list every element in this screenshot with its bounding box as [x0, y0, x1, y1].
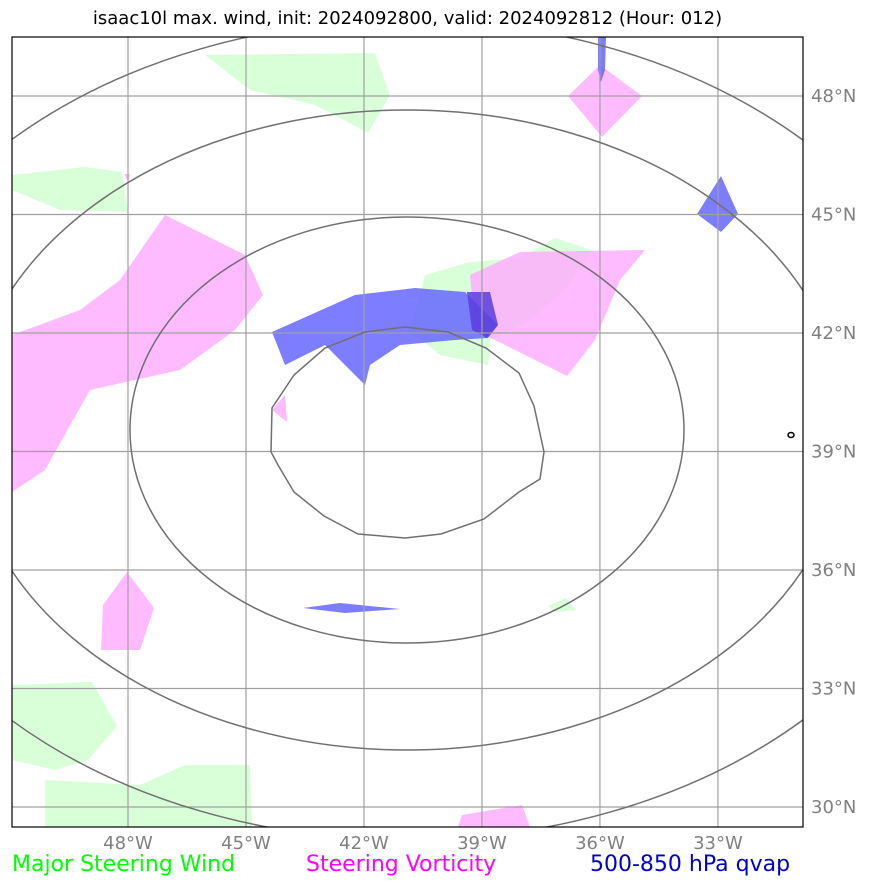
legend-wind: Major Steering Wind [12, 852, 236, 877]
steering-wind-regions [12, 53, 592, 827]
longitude-label: 42°W [339, 833, 389, 854]
graticule [12, 37, 803, 827]
latitude-label: 36°N [811, 560, 856, 581]
range-rings [12, 37, 803, 827]
range-ring-4 [12, 37, 803, 827]
island-outline [787, 431, 795, 439]
plot-area [12, 37, 803, 827]
latitude-label: 45°N [811, 205, 856, 226]
latitude-label: 33°N [811, 679, 856, 700]
plot-frame [11, 36, 804, 828]
range-ring-1 [270, 326, 545, 539]
legend-vorticity: Steering Vorticity [306, 852, 497, 877]
latitude-label: 42°N [811, 323, 856, 344]
latitude-label: 48°N [811, 86, 856, 107]
vorticity-region-tiny [124, 174, 130, 182]
map-title: isaac10l max. wind, init: 2024092800, va… [92, 8, 723, 29]
longitude-label: 36°W [575, 833, 625, 854]
wind-region-north [205, 53, 390, 133]
longitude-label: 33°W [693, 833, 743, 854]
range-ring-3 [12, 109, 803, 751]
wind-region-south [45, 765, 252, 827]
latitude-label: 30°N [811, 797, 856, 818]
vorticity-region-west [12, 215, 263, 492]
qvap-region-south [303, 603, 400, 613]
latitude-labels: 48°N 45°N 42°N 39°N 36°N 33°N 30°N [811, 86, 856, 818]
qvap-region-center [272, 288, 498, 385]
longitude-label: 39°W [457, 833, 507, 854]
longitude-label: 45°W [221, 833, 271, 854]
wind-region-southwest [12, 682, 117, 770]
vorticity-region-south [458, 805, 530, 827]
vorticity-region-northeast [568, 65, 642, 137]
latitude-label: 39°N [811, 442, 856, 463]
wind-region-northwest [12, 167, 128, 212]
legend-qvap: 500-850 hPa qvap [590, 852, 791, 877]
range-ring-2 [129, 216, 685, 644]
longitude-labels: 48°W 45°W 42°W 39°W 36°W 33°W [103, 833, 743, 854]
vorticity-region-center [470, 250, 645, 376]
longitude-label: 48°W [103, 833, 153, 854]
vorticity-region-small [272, 395, 287, 422]
wind-region-southeast [548, 598, 576, 612]
